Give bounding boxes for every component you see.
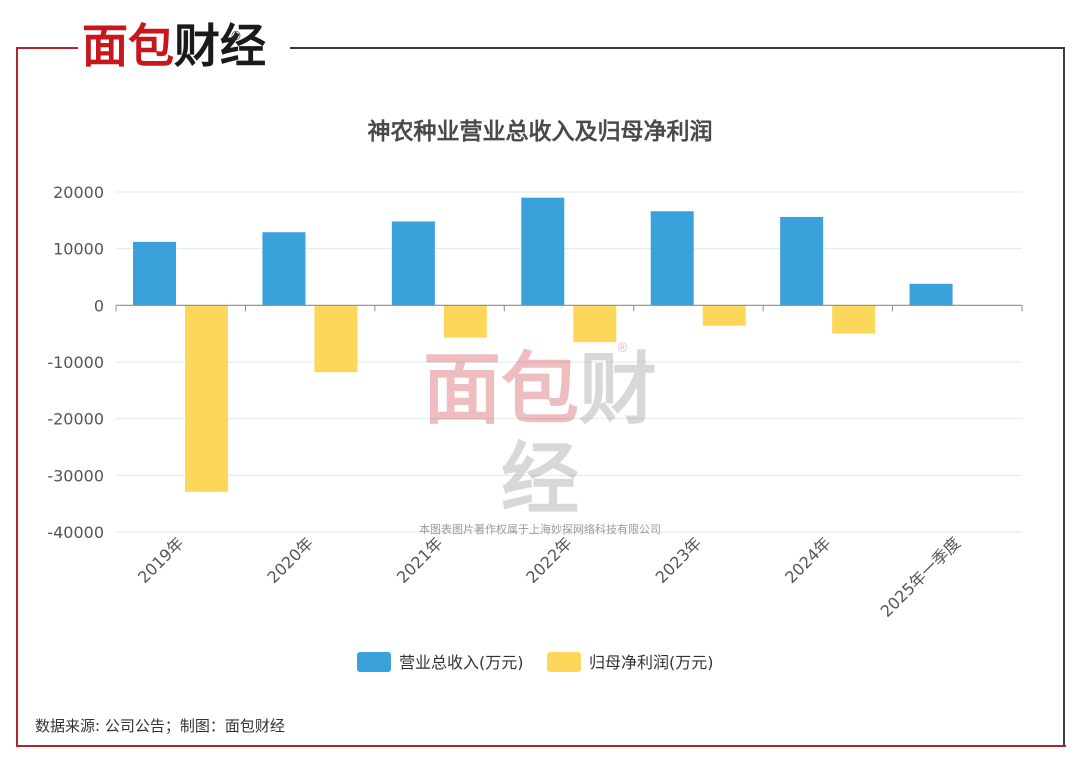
bar-revenue [780,216,824,306]
frame-bottom [16,745,1066,747]
y-tick-label: 10000 [53,240,104,259]
brand-logo-black: 财经 [174,19,266,73]
x-tick-label: 2024年 [781,533,835,587]
source-note: 数据来源: 公司公告；制图：面包财经 [35,717,285,735]
legend-swatch [547,652,581,672]
x-tick-label: 2021年 [393,533,447,587]
bar-net-profit [443,305,487,338]
x-tick-label: 2022年 [522,533,576,587]
y-tick-label: -40000 [47,523,104,542]
frame-top-left [16,47,78,49]
x-tick-label: 2019年 [134,533,188,587]
legend-label: 营业总收入(万元) [399,653,524,672]
x-tick-label: 2025年一季度 [877,533,964,620]
bar-net-profit [702,305,746,326]
brand-logo-red: 面包 [82,19,174,73]
bar-net-profit [573,305,617,343]
y-tick-label: -30000 [47,466,104,485]
y-tick-label: 0 [94,296,104,315]
bar-revenue [650,211,694,306]
brand-registered-mark: ® [230,29,242,43]
frame-left [16,47,18,747]
bar-revenue [391,221,435,306]
frame-right [1063,47,1065,747]
bar-revenue [909,283,953,306]
legend-swatch [357,652,391,672]
x-tick-label: 2023年 [652,533,706,587]
y-tick-label: -20000 [47,410,104,429]
y-tick-label: 20000 [53,183,104,202]
bar-revenue [521,197,565,306]
brand-logo: 面包财经 ® [82,16,266,76]
bar-revenue [133,241,176,306]
bar-revenue [262,232,306,306]
bar-net-profit [185,305,228,492]
chart-title: 神农种业营业总收入及归母净利润 [367,119,713,145]
x-tick-label: 2020年 [263,533,317,587]
bar-net-profit [314,305,358,373]
bar-net-profit [832,305,876,334]
y-tick-label: -10000 [47,353,104,372]
legend-label: 归母净利润(万元) [589,653,714,672]
frame-top-right [290,47,1065,49]
